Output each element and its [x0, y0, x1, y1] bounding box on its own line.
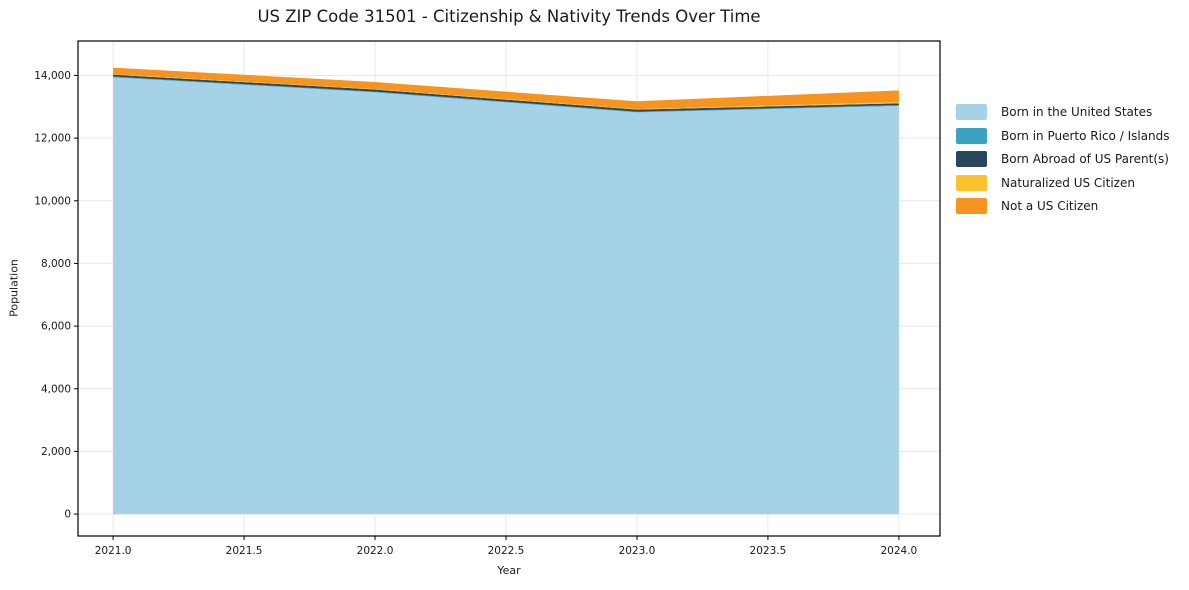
legend-swatch-not-a-us-citizen: [956, 198, 987, 214]
legend-label: Born in Puerto Rico / Islands: [1001, 128, 1170, 143]
legend-item-naturalized-us-citizen: Naturalized US Citizen: [956, 174, 1170, 191]
y-tick-label: 8,000: [41, 258, 71, 270]
legend-label: Not a US Citizen: [1001, 199, 1099, 213]
y-tick-label: 2,000: [41, 446, 71, 458]
x-tick-label: 2022.0: [357, 545, 394, 557]
plot-border: [77, 40, 941, 537]
y-tick-label: 4,000: [41, 383, 71, 395]
x-tick-label: 2023.0: [619, 545, 656, 557]
legend-label: Naturalized US Citizen: [1001, 175, 1135, 190]
legend-swatch-naturalized-us-citizen: [956, 174, 987, 191]
x-axis-label: Year: [497, 564, 521, 577]
chart-title: US ZIP Code 31501 - Citizenship & Nativi…: [257, 7, 761, 26]
y-tick-label: 12,000: [34, 133, 71, 145]
y-tick-label: 10,000: [34, 195, 71, 207]
area-born-in-the-united-states: [113, 77, 899, 515]
area-not-a-us-citizen: [113, 67, 899, 110]
legend-swatch-born-abroad-of-us-parents: [956, 151, 987, 167]
x-tick-label: 2021.5: [226, 545, 263, 557]
legend-item-born-abroad-of-us-parents: Born Abroad of US Parent(s): [956, 151, 1170, 167]
y-tick-label: 0: [64, 509, 71, 521]
legend-label: Born in the United States: [1001, 105, 1153, 119]
legend-item-born-in-the-united-states: Born in the United States: [956, 104, 1170, 120]
x-tick-label: 2024.0: [881, 545, 918, 557]
legend-item-born-in-puerto-rico-islands: Born in Puerto Rico / Islands: [956, 127, 1170, 144]
y-tick-label: 14,000: [34, 70, 71, 82]
y-tick-label: 6,000: [41, 321, 71, 333]
x-tick-label: 2022.5: [488, 545, 525, 557]
legend: Born in the United States Born in Puerto …: [956, 104, 1170, 214]
legend-swatch-born-in-the-united-states: [956, 104, 987, 120]
legend-label: Born Abroad of US Parent(s): [1001, 152, 1169, 166]
legend-swatch-born-in-puerto-rico-islands: [956, 127, 987, 144]
x-tick-label: 2023.5: [750, 545, 787, 557]
x-tick-label: 2021.0: [95, 545, 132, 557]
legend-item-not-a-us-citizen: Not a US Citizen: [956, 198, 1170, 214]
